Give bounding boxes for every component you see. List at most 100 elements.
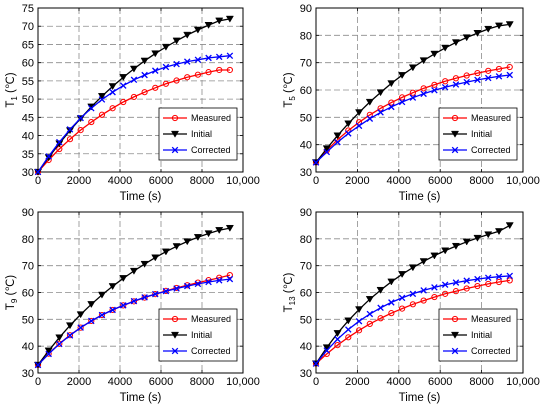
- data-point-x: [56, 340, 63, 348]
- data-point-triangle-down: [462, 238, 471, 246]
- x-tick-label: 0: [313, 376, 319, 388]
- legend-label: Corrected: [471, 346, 511, 356]
- data-point-x: [409, 290, 417, 298]
- axes-frame: [315, 211, 524, 374]
- y-tick-label: 50: [300, 314, 312, 326]
- data-point-x: [194, 280, 202, 288]
- data-point-triangle-down: [172, 37, 181, 45]
- data-point-x: [215, 53, 223, 61]
- data-point-circle: [485, 280, 492, 288]
- data-point-triangle-down: [55, 334, 64, 342]
- data-point-triangle-down: [161, 248, 170, 256]
- data-point-x: [88, 104, 95, 112]
- legend-label: Measured: [471, 314, 511, 324]
- data-point-circle: [120, 98, 127, 106]
- data-point-x: [120, 82, 127, 89]
- data-point-x: [420, 287, 427, 294]
- data-point-triangle-down: [484, 231, 493, 239]
- data-point-triangle-down: [183, 238, 192, 246]
- data-point-x: [355, 317, 363, 325]
- data-point-circle: [152, 84, 159, 91]
- x-tick-label: 4000: [108, 175, 132, 187]
- data-point-circle: [66, 136, 74, 143]
- legend-marker: [451, 114, 459, 122]
- data-point-triangle-down: [398, 271, 407, 278]
- data-point-circle: [388, 310, 395, 317]
- series-corrected: [312, 272, 514, 367]
- data-point-triangle-down: [183, 31, 192, 39]
- y-tick-label: 40: [300, 140, 312, 152]
- x-tick-label: 6000: [149, 175, 173, 187]
- legend: Measured Initial Corrected: [438, 308, 518, 362]
- data-point-triangle-down: [97, 291, 106, 299]
- y-axis-label-main: T: [283, 101, 295, 108]
- data-point-triangle-down: [376, 286, 385, 294]
- data-point-triangle-down: [172, 243, 181, 251]
- data-point-triangle-down: [505, 21, 514, 29]
- data-point-triangle-down: [376, 89, 385, 97]
- data-point-x: [162, 63, 170, 71]
- y-axis-label-unit: (℃): [5, 72, 17, 96]
- y-tick-label: 30: [300, 368, 312, 380]
- data-point-triangle-down: [161, 43, 170, 51]
- y-tick-label: 50: [300, 112, 312, 124]
- legend: Measured Initial Corrected: [438, 107, 518, 161]
- data-point-x: [506, 71, 514, 79]
- data-point-triangle-down: [494, 22, 504, 30]
- data-point-x: [441, 84, 449, 91]
- data-point-circle: [66, 332, 74, 339]
- x-tick-label: 6000: [428, 175, 452, 187]
- x-axis-label: Time (s): [399, 392, 441, 404]
- data-point-circle: [334, 341, 341, 349]
- axes-frame: [315, 7, 524, 173]
- data-point-x: [98, 96, 106, 103]
- x-tick-label: 2000: [345, 376, 369, 388]
- data-point-circle: [474, 69, 481, 77]
- data-point-x: [152, 290, 159, 298]
- data-point-triangle-down: [451, 242, 460, 250]
- y-tick-label: 70: [300, 261, 312, 273]
- data-point-x: [141, 71, 148, 79]
- data-point-triangle-down: [398, 72, 407, 79]
- y-axis-label-subscript: 1: [10, 96, 19, 101]
- legend-label: Measured: [191, 314, 231, 324]
- data-point-triangle-down: [430, 50, 439, 58]
- legend-label: Initial: [191, 330, 212, 340]
- data-point-x: [88, 317, 95, 325]
- y-tick-label: 65: [22, 39, 34, 51]
- data-point-x: [173, 285, 180, 292]
- data-point-circle: [474, 282, 481, 290]
- data-point-x: [183, 58, 191, 65]
- data-point-circle: [109, 306, 116, 314]
- data-point-x: [452, 279, 460, 286]
- data-point-x: [377, 109, 384, 116]
- x-tick-label: 4000: [387, 376, 411, 388]
- data-point-x: [463, 78, 470, 86]
- data-point-x: [130, 76, 138, 84]
- data-point-circle: [463, 72, 470, 79]
- data-point-x: [388, 103, 395, 111]
- data-point-x: [431, 284, 438, 291]
- data-point-triangle-down: [333, 330, 342, 338]
- data-point-circle: [109, 105, 116, 112]
- data-point-circle: [431, 293, 438, 301]
- y-tick-label: 70: [22, 261, 34, 273]
- series-initial: [311, 21, 514, 167]
- y-tick-label: 30: [300, 167, 312, 179]
- data-point-circle: [452, 288, 460, 295]
- data-point-triangle-down: [365, 296, 374, 303]
- x-tick-label: 6000: [428, 376, 452, 388]
- data-point-x: [463, 277, 470, 284]
- data-point-x: [77, 114, 84, 122]
- data-point-circle: [366, 320, 373, 327]
- data-point-x: [77, 324, 84, 331]
- data-point-triangle-down: [193, 26, 202, 34]
- y-tick-label: 60: [22, 58, 34, 70]
- series-line: [315, 279, 510, 365]
- y-tick-label: 30: [22, 167, 34, 179]
- data-point-x: [495, 273, 503, 280]
- legend-label: Initial: [191, 129, 212, 139]
- data-point-triangle-down: [322, 145, 331, 153]
- data-point-circle: [506, 63, 513, 71]
- data-point-circle: [98, 111, 106, 118]
